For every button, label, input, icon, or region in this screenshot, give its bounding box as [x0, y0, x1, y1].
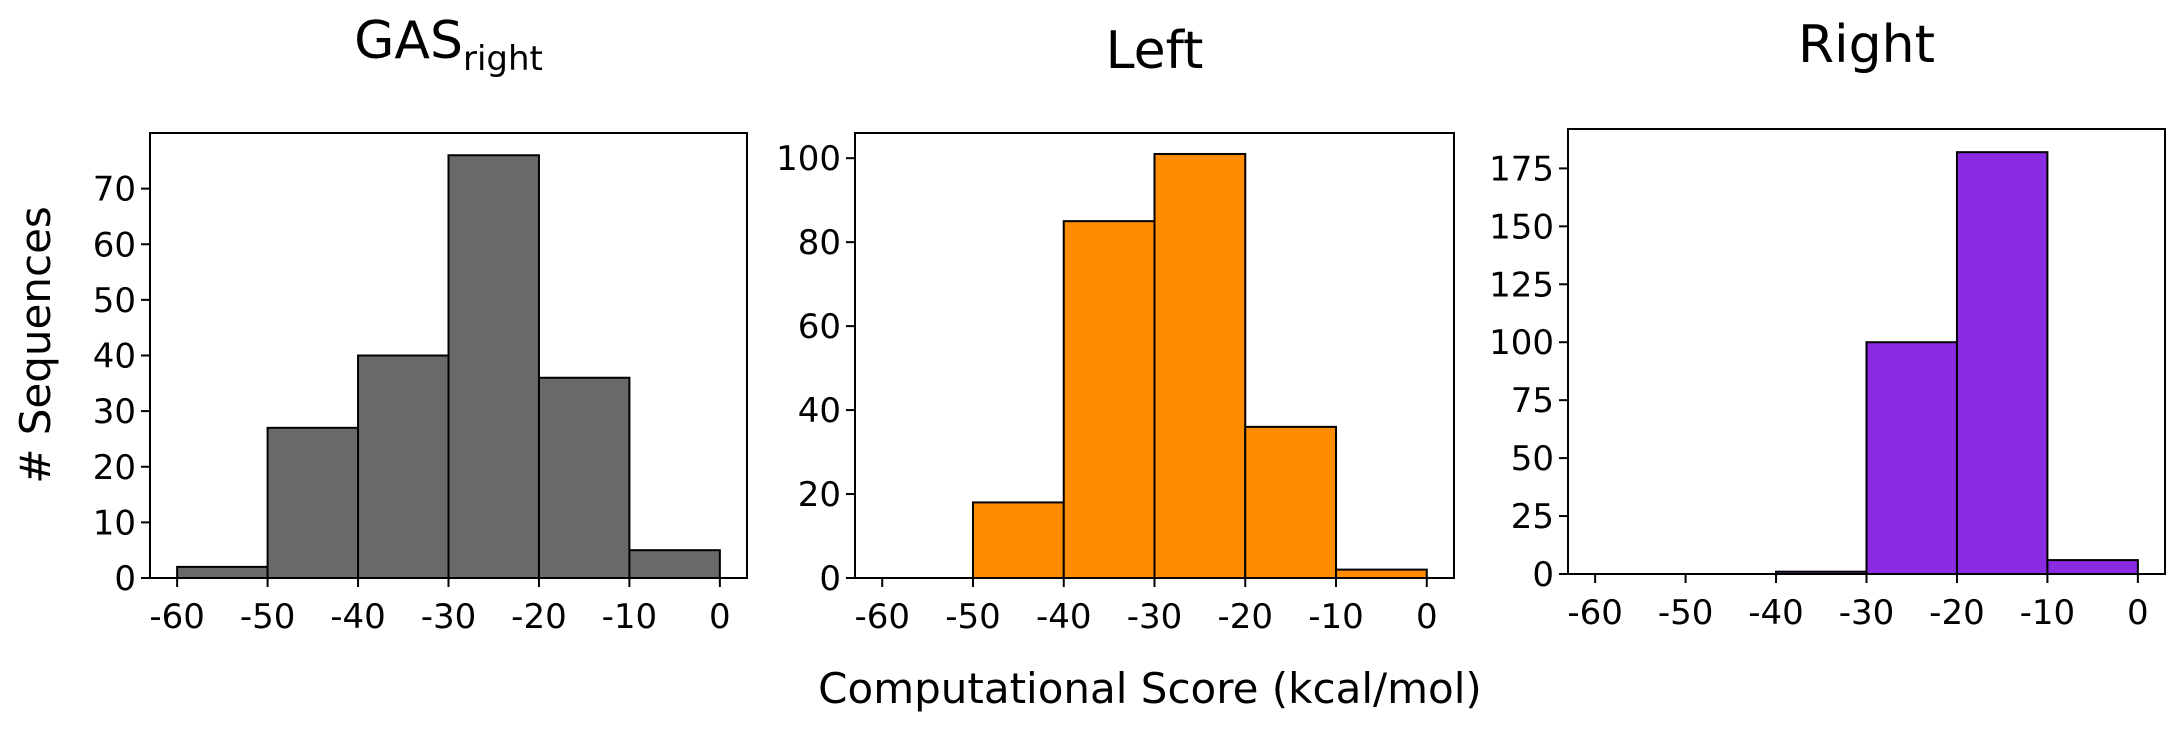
y-tick-label: 0: [819, 559, 841, 599]
y-tick-label: 0: [114, 559, 136, 599]
y-tick-label: 40: [798, 391, 841, 431]
y-tick-label: 50: [93, 281, 136, 321]
y-tick-label: 20: [93, 448, 136, 488]
histogram-bar: [628, 549, 721, 579]
histogram-bar: [1865, 341, 1958, 575]
y-tick-label: 30: [93, 392, 136, 432]
x-tick-label: -40: [330, 597, 386, 637]
y-tick-label: 20: [798, 475, 841, 515]
x-tick-label: -60: [854, 597, 910, 637]
y-tick-label: 40: [93, 337, 136, 377]
x-tick-label: -10: [2020, 593, 2076, 633]
histogram-bar: [357, 354, 450, 579]
x-tick-label: -20: [1217, 597, 1273, 637]
x-tick-label: -40: [1036, 597, 1092, 637]
x-tick-label: -30: [421, 597, 477, 637]
y-tick-label: 50: [1511, 439, 1554, 479]
x-tick-label: 0: [709, 597, 731, 637]
x-tick-label: 0: [2127, 593, 2149, 633]
panel-3: -60 -50 -40 -30 -20 -10 0 0 25 50 75 100 125 150 175 Ri…: [1489, 15, 2166, 633]
x-tick-label: 0: [1416, 597, 1438, 637]
x-tick-label: -60: [1567, 593, 1623, 633]
x-tick-label: -40: [1748, 593, 1804, 633]
y-tick-label: 70: [93, 170, 136, 210]
x-tick-label: -50: [945, 597, 1001, 637]
y-tick-label: 60: [93, 225, 136, 265]
histogram-bar: [1335, 568, 1428, 579]
panel-1: -60 -50 -40 -30 -20 -10 0 0 10 20 30 40 50 60 70 GASrig…: [93, 11, 748, 637]
histogram-bar: [537, 376, 631, 579]
x-tick-label: -20: [511, 597, 567, 637]
panel-title-subscript: right: [463, 39, 543, 79]
y-tick-label: 100: [776, 139, 841, 179]
panel-title: Right: [1798, 15, 1935, 75]
figure-ylabel: # Sequences: [11, 206, 60, 484]
panel-title: GASright: [354, 11, 543, 79]
x-tick-label: -50: [240, 597, 296, 637]
x-tick-label: -30: [1839, 593, 1895, 633]
y-tick-label: 60: [798, 307, 841, 347]
x-tick-label: -10: [602, 597, 658, 637]
y-tick-label: 125: [1489, 265, 1554, 305]
y-tick-label: 0: [1532, 555, 1554, 595]
x-tick-label: -10: [1308, 597, 1364, 637]
x-tick-label: -20: [1929, 593, 1985, 633]
y-tick-label: 80: [798, 223, 841, 263]
x-tick-label: -50: [1658, 593, 1714, 633]
y-tick-label: 10: [93, 503, 136, 543]
histogram-bar: [1153, 152, 1247, 579]
y-tick-label: 100: [1489, 323, 1554, 363]
histogram-bar: [1955, 151, 2049, 575]
y-tick-label: 75: [1511, 381, 1554, 421]
x-tick-label: -60: [149, 597, 205, 637]
histogram-bar: [266, 426, 360, 579]
histogram-bar: [1062, 220, 1156, 579]
y-tick-label: 150: [1489, 207, 1554, 247]
figure-xlabel: Computational Score (kcal/mol): [818, 664, 1482, 713]
histogram-bar: [2046, 559, 2139, 575]
y-tick-label: 25: [1511, 497, 1554, 537]
panel-2: -60 -50 -40 -30 -20 -10 0 0 20 40 60 80 100 Left: [776, 21, 1455, 637]
y-tick-label: 175: [1489, 149, 1554, 189]
histogram-bar: [971, 501, 1065, 579]
histogram-bar: [1244, 425, 1338, 579]
x-tick-label: -30: [1127, 597, 1183, 637]
panel-title: Left: [1106, 21, 1204, 81]
histogram-bar: [176, 565, 269, 579]
histogram-bar: [447, 154, 540, 579]
